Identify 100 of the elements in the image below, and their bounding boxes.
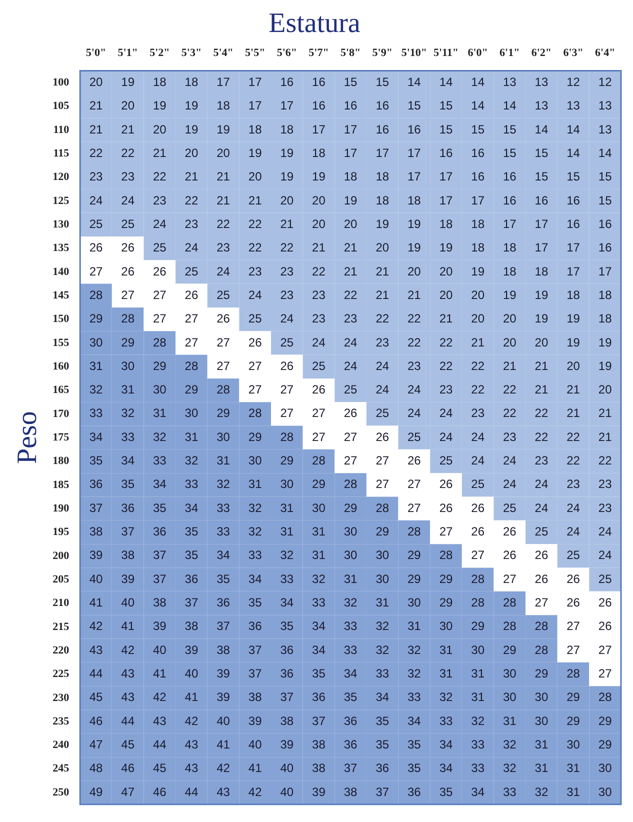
data-label: 48 bbox=[89, 761, 104, 776]
data-label: 47 bbox=[89, 738, 104, 752]
data-label: 19 bbox=[534, 312, 548, 326]
data-label: 27 bbox=[216, 335, 230, 350]
data-label: 31 bbox=[566, 784, 580, 799]
data-label: 30 bbox=[344, 548, 358, 562]
data-label: 21 bbox=[566, 382, 580, 397]
data-label: 35 bbox=[248, 596, 262, 610]
data-label: 39 bbox=[216, 690, 230, 704]
data-label: 33 bbox=[89, 406, 104, 420]
data-label: 36 bbox=[216, 596, 230, 610]
data-label: 31 bbox=[439, 642, 453, 657]
data-label: 25 bbox=[598, 572, 612, 586]
data-label: 41 bbox=[89, 596, 104, 610]
data-label: 40 bbox=[280, 784, 294, 799]
data-label: 19 bbox=[502, 288, 517, 302]
data-label: 32 bbox=[408, 666, 422, 681]
data-label: 21 bbox=[216, 170, 230, 184]
data-label: 36 bbox=[408, 784, 422, 799]
data-label: 46 bbox=[89, 714, 104, 728]
data-label: 37 bbox=[248, 642, 262, 657]
data-label: 36 bbox=[280, 642, 294, 657]
data-label: 33 bbox=[216, 500, 230, 515]
x-tick-label: 6'4" bbox=[595, 47, 616, 60]
data-label: 20 bbox=[471, 312, 485, 326]
data-label: 41 bbox=[152, 666, 167, 681]
data-label: 32 bbox=[439, 690, 453, 704]
data-label: 36 bbox=[121, 500, 135, 515]
data-label: 26 bbox=[502, 548, 517, 562]
data-label: 23 bbox=[598, 500, 612, 515]
data-label: 16 bbox=[439, 146, 453, 160]
data-label: 26 bbox=[502, 524, 517, 539]
data-label: 35 bbox=[216, 572, 230, 586]
data-label: 28 bbox=[408, 524, 422, 539]
y-tick-label: 195 bbox=[52, 526, 70, 538]
data-label: 24 bbox=[376, 358, 390, 373]
data-label: 16 bbox=[280, 74, 294, 89]
data-label: 19 bbox=[121, 74, 135, 89]
data-label: 36 bbox=[89, 477, 104, 492]
data-label: 22 bbox=[598, 454, 612, 468]
data-label: 32 bbox=[89, 382, 104, 397]
x-tick-label: 5'2" bbox=[150, 47, 170, 60]
data-label: 19 bbox=[566, 335, 580, 350]
data-label: 35 bbox=[152, 500, 167, 515]
data-label: 21 bbox=[312, 240, 326, 255]
data-label: 20 bbox=[408, 264, 422, 278]
data-label: 30 bbox=[184, 406, 198, 420]
data-label: 27 bbox=[471, 548, 485, 562]
data-label: 19 bbox=[534, 288, 548, 302]
data-label: 23 bbox=[280, 264, 294, 278]
data-label: 41 bbox=[184, 690, 198, 704]
data-label: 37 bbox=[344, 761, 358, 776]
data-label: 29 bbox=[152, 358, 167, 373]
data-label: 27 bbox=[280, 406, 294, 420]
data-label: 34 bbox=[439, 761, 453, 776]
data-label: 25 bbox=[216, 288, 230, 302]
data-label: 39 bbox=[184, 642, 198, 657]
data-label: 13 bbox=[598, 122, 612, 136]
data-label: 22 bbox=[152, 170, 167, 184]
data-label: 16 bbox=[471, 146, 485, 160]
data-label: 20 bbox=[471, 288, 485, 302]
data-label: 35 bbox=[184, 524, 198, 539]
data-label: 31 bbox=[184, 430, 198, 444]
data-label: 35 bbox=[89, 454, 104, 468]
data-label: 24 bbox=[344, 358, 358, 373]
data-label: 30 bbox=[280, 477, 294, 492]
data-label: 31 bbox=[248, 477, 262, 492]
data-label: 29 bbox=[280, 454, 294, 468]
data-label: 24 bbox=[598, 548, 612, 562]
data-label: 18 bbox=[534, 264, 548, 278]
data-label: 14 bbox=[408, 74, 422, 89]
data-label: 26 bbox=[471, 524, 485, 539]
data-label: 35 bbox=[312, 666, 326, 681]
data-label: 18 bbox=[376, 170, 390, 184]
data-label: 27 bbox=[216, 358, 230, 373]
data-label: 29 bbox=[439, 596, 453, 610]
data-label: 14 bbox=[566, 122, 580, 136]
data-label: 23 bbox=[184, 216, 198, 231]
data-label: 19 bbox=[598, 335, 612, 350]
data-label: 18 bbox=[216, 98, 230, 113]
data-label: 27 bbox=[376, 477, 390, 492]
data-label: 35 bbox=[408, 761, 422, 776]
data-label: 29 bbox=[344, 500, 358, 515]
data-label: 22 bbox=[312, 264, 326, 278]
data-label: 14 bbox=[502, 98, 517, 113]
data-label: 26 bbox=[598, 619, 612, 634]
data-label: 34 bbox=[344, 666, 358, 681]
data-label: 28 bbox=[89, 288, 104, 302]
data-label: 37 bbox=[280, 690, 294, 704]
data-label: 26 bbox=[121, 240, 135, 255]
data-label: 33 bbox=[344, 619, 358, 634]
data-label: 24 bbox=[152, 216, 167, 231]
data-label: 21 bbox=[376, 264, 390, 278]
data-label: 26 bbox=[566, 596, 580, 610]
data-label: 18 bbox=[248, 122, 262, 136]
y-tick-label: 135 bbox=[52, 242, 70, 254]
data-label: 47 bbox=[121, 784, 135, 799]
data-label: 31 bbox=[344, 572, 358, 586]
data-label: 27 bbox=[248, 358, 262, 373]
data-label: 12 bbox=[598, 74, 612, 89]
